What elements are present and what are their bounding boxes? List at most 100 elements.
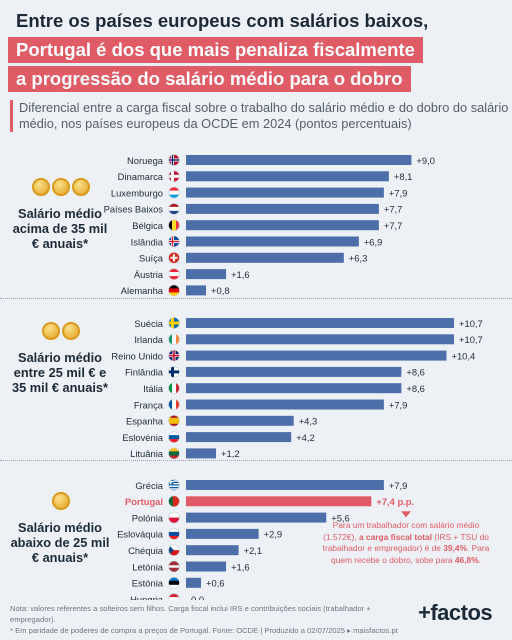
value-label-irlanda: +10,7 (459, 334, 483, 345)
value-label-dinamarca: +8,1 (394, 171, 413, 182)
flag-ireland-icon (168, 333, 180, 346)
category-label-paises-baixos: Países Baixos (104, 204, 164, 215)
flag-norway-icon (168, 154, 180, 166)
portugal-annotation: Para um trabalhador com salário médio (1… (322, 520, 490, 565)
group-label-low: Salário médio abaixo de 25 mil € anuais* (10, 520, 110, 565)
value-label-noruega: +9,0 (416, 155, 435, 166)
flag-czechia-icon (168, 544, 180, 557)
flag-france-icon (168, 398, 180, 411)
category-label-estonia: Estónia (132, 578, 164, 589)
group-divider (0, 298, 512, 299)
bar-suica (186, 252, 344, 263)
group-label-mid: Salário médio entre 25 mil € e 35 mil € … (11, 350, 109, 395)
value-label-hungria: 0,0 (191, 594, 204, 600)
category-label-portugal: Portugal (125, 496, 163, 507)
bar-eslovaquia (186, 528, 259, 539)
value-label-suecia: +10,7 (459, 318, 483, 329)
annotation-pointer (401, 511, 411, 518)
flag-luxembourg-icon (168, 186, 180, 199)
flag-sweden-icon (168, 317, 180, 329)
title-line-3: a progressão do salário médio para o dob… (8, 66, 411, 92)
bar-italia (186, 383, 402, 394)
flag-uk-icon (168, 349, 180, 362)
footnote-line-2: * Em paridade de poderes de compra a pre… (10, 626, 398, 635)
bar-espanha (186, 415, 294, 426)
flag-austria-icon (168, 268, 180, 280)
bar-portugal (186, 496, 372, 507)
flag-greece-icon (168, 479, 180, 491)
bar-alemanha (186, 285, 207, 296)
chart-subtitle: Diferencial entre a carga fiscal sobre o… (10, 100, 509, 132)
flag-netherlands-icon (168, 203, 180, 215)
value-label-finlandia: +8,6 (406, 367, 425, 378)
flag-belgium-icon (168, 219, 180, 231)
category-label-letonia: Letónia (132, 561, 164, 572)
value-label-alemanha: +0,8 (211, 285, 230, 296)
category-label-luxemburgo: Luxemburgo (111, 187, 163, 198)
category-label-finlandia: Finlândia (125, 367, 164, 378)
flag-lithuania-icon (168, 447, 180, 460)
category-label-lituania: Lituânia (130, 448, 164, 459)
category-label-espanha: Espanha (126, 416, 164, 427)
bar-estonia (186, 577, 202, 588)
group-label-high: Salário médio acima de 35 mil € anuais* (12, 206, 108, 251)
bar-eslovenia (186, 432, 292, 443)
coins-icon-one (16, 492, 106, 515)
bar-islandia (186, 236, 359, 247)
flag-spain-icon (168, 414, 180, 427)
value-label-eslovenia: +4,2 (296, 432, 315, 443)
flag-iceland-icon (168, 235, 180, 248)
bar-chart: Noruega +9,0 Dinamarca +8,1 Luxemburgo +7,9 Pa… (104, 154, 483, 600)
value-label-portugal: +7,4 p.p. (376, 496, 414, 507)
flag-estonia-icon (168, 576, 180, 589)
category-label-irlanda: Irlanda (134, 334, 163, 345)
footnote: Nota: valores referentes a solteiros sem… (10, 603, 400, 636)
category-label-islandia: Islândia (131, 236, 164, 247)
value-label-islandia: +6,9 (364, 236, 383, 247)
category-label-polonia: Polónia (132, 512, 164, 523)
value-label-belgica: +7,7 (384, 220, 403, 231)
value-label-franca: +7,9 (389, 399, 408, 410)
value-label-letonia: +1,6 (231, 561, 250, 572)
category-label-suecia: Suécia (134, 318, 163, 329)
bar-grecia (186, 480, 384, 490)
category-label-grecia: Grécia (135, 480, 163, 491)
bar-lituania (186, 448, 217, 459)
category-label-reino-unido: Reino Unido (111, 350, 163, 361)
bar-polonia (186, 512, 327, 523)
category-label-noruega: Noruega (127, 155, 164, 166)
chart-title: Entre os países europeus com salários ba… (8, 8, 504, 92)
flag-italy-icon (168, 382, 180, 395)
value-label-polonia: +5,6 (331, 512, 350, 523)
bar-paises-baixos (186, 203, 379, 214)
bar-luxemburgo (186, 187, 384, 198)
category-label-alemanha: Alemanha (121, 285, 164, 296)
value-label-suica: +6,3 (349, 253, 368, 264)
flag-poland-icon (168, 511, 180, 524)
footnote-line-1: Nota: valores referentes a solteiros sem… (10, 604, 371, 624)
category-label-franca: França (134, 399, 164, 410)
value-label-luxemburgo: +7,9 (389, 187, 408, 198)
group-divider (0, 460, 512, 461)
value-label-paises-baixos: +7,7 (384, 204, 403, 215)
bar-reino-unido (186, 350, 447, 361)
flag-latvia-icon (168, 560, 180, 573)
bar-noruega (186, 155, 412, 165)
flag-slovenia-icon (168, 431, 180, 443)
value-label-chequia: +2,1 (244, 545, 263, 556)
value-label-grecia: +7,9 (389, 480, 408, 491)
value-label-lituania: +1,2 (221, 448, 240, 459)
coins-icon-three (16, 178, 106, 201)
flag-slovakia-icon (168, 528, 180, 540)
bar-belgica (186, 220, 379, 231)
value-label-espanha: +4,3 (299, 416, 318, 427)
bar-franca (186, 399, 384, 410)
category-label-austria: Áustria (134, 269, 164, 280)
flag-switzerland-icon (168, 251, 180, 264)
category-label-eslovenia: Eslovénia (122, 432, 163, 443)
category-label-chequia: Chéquia (128, 545, 164, 556)
category-label-eslovaquia: Eslováquia (117, 529, 164, 540)
category-label-dinamarca: Dinamarca (118, 171, 164, 182)
flag-germany-icon (168, 284, 180, 297)
flag-hungary-icon (168, 593, 180, 600)
